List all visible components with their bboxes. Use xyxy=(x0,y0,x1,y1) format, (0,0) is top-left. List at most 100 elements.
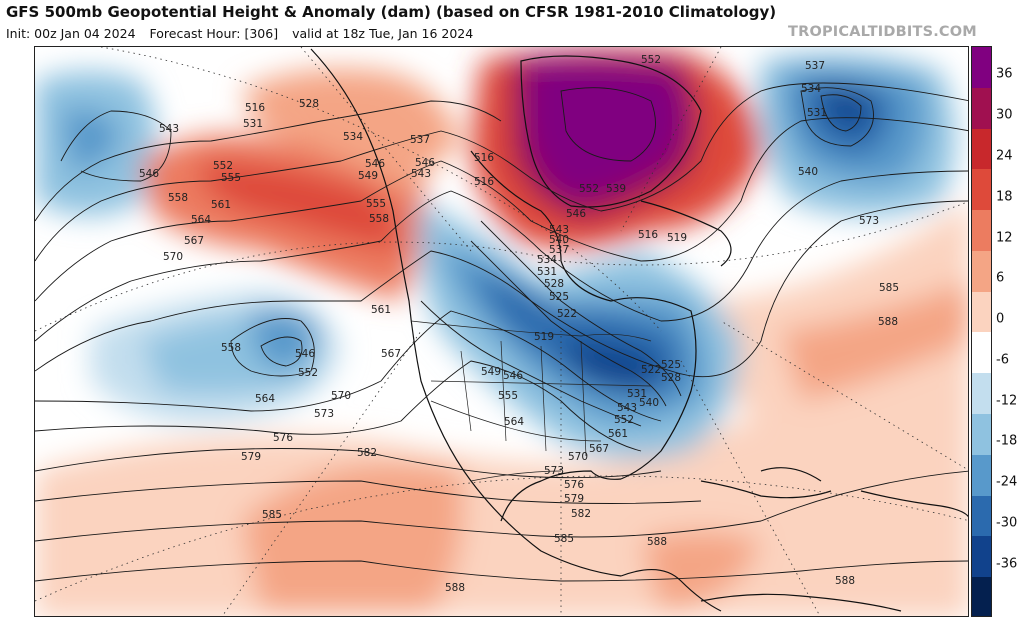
colorbar-tick-label: 24 xyxy=(996,148,1013,164)
contour-label: 561 xyxy=(608,428,628,440)
contour-label: 528 xyxy=(299,98,319,110)
colorbar-segment xyxy=(972,495,991,537)
contour-label: 531 xyxy=(807,107,827,119)
contour-label: 558 xyxy=(168,192,188,204)
contour-label: 546 xyxy=(295,348,315,360)
colorbar-tick-label: -6 xyxy=(996,352,1009,368)
contour-label: 573 xyxy=(544,465,564,477)
contour-label: 564 xyxy=(504,416,524,428)
colorbar-tick-label: -18 xyxy=(996,433,1018,449)
contour-label: 516 xyxy=(245,102,265,114)
contour-label: 588 xyxy=(445,582,465,594)
anomaly-shading xyxy=(35,47,968,616)
contour-label: 552 xyxy=(579,183,599,195)
graticule xyxy=(35,47,968,616)
colorbar-segment xyxy=(972,128,991,170)
contour-label: 546 xyxy=(415,157,435,169)
contour-label: 588 xyxy=(647,536,667,548)
colorbar-tick-label: -36 xyxy=(996,556,1018,572)
contour-label: 561 xyxy=(371,304,391,316)
colorbar-segment xyxy=(972,332,991,374)
contour-label: 555 xyxy=(221,172,241,184)
colorbar-tick-label: 36 xyxy=(996,66,1013,82)
contour-label: 537 xyxy=(410,134,430,146)
colorbar-segment xyxy=(972,536,991,578)
colorbar-segment xyxy=(972,210,991,251)
colorbar-segment xyxy=(972,250,991,292)
contour-label: 570 xyxy=(163,251,183,263)
colorbar-segment xyxy=(972,47,991,88)
contour-label: 516 xyxy=(474,152,494,164)
anomaly-map[interactable]: 516 528 531 543 546 552 555 558 561 564 567 570 534 5… xyxy=(34,46,969,617)
contour-label: 516 xyxy=(474,176,494,188)
contour-label: 528 xyxy=(544,278,564,290)
site-credit: TROPICALTIDBITS.COM xyxy=(788,24,977,40)
contour-label: 543 xyxy=(159,123,179,135)
height-contours xyxy=(35,82,968,582)
contour-label: 531 xyxy=(243,118,263,130)
map-title: GFS 500mb Geopotential Height & Anomaly … xyxy=(6,3,777,21)
colorbar-segment xyxy=(972,414,991,455)
contour-label: 564 xyxy=(191,214,211,226)
contour-label: 552 xyxy=(614,414,634,426)
contour-label: 543 xyxy=(411,168,431,180)
contour-label: 579 xyxy=(241,451,261,463)
contour-label: 558 xyxy=(369,213,389,225)
contour-label: 525 xyxy=(549,291,569,303)
contour-label: 552 xyxy=(298,367,318,379)
contour-label: 552 xyxy=(641,54,661,66)
colorbar-segment xyxy=(972,454,991,496)
contour-label: 585 xyxy=(879,282,899,294)
contour-label: 540 xyxy=(798,166,818,178)
contour-label: 579 xyxy=(564,493,584,505)
contour-label: 585 xyxy=(554,533,574,545)
contour-label: 537 xyxy=(549,244,569,256)
contour-label: 522 xyxy=(641,364,661,376)
contour-label: 543 xyxy=(549,224,569,236)
colorbar-tick-label: 12 xyxy=(996,230,1013,246)
colorbar-segment xyxy=(972,291,991,333)
contour-label: 540 xyxy=(549,234,569,246)
contour-label: 567 xyxy=(381,348,401,360)
init-time: Init: 00z Jan 04 2024 xyxy=(6,26,136,41)
contour-label: 519 xyxy=(534,331,554,343)
contour-label: 528 xyxy=(661,372,681,384)
contour-label: 576 xyxy=(564,479,584,491)
colorbar-tick-label: 6 xyxy=(996,270,1005,286)
contour-label: 543 xyxy=(617,402,637,414)
anomaly-colorbar xyxy=(971,46,992,617)
colorbar-segment xyxy=(972,373,991,415)
contour-label: 549 xyxy=(481,366,501,378)
contour-label: 549 xyxy=(358,170,378,182)
coastlines xyxy=(310,48,968,612)
contour-label: 552 xyxy=(213,160,233,172)
contour-label: 516 xyxy=(638,229,658,241)
colorbar-segment xyxy=(972,87,991,129)
contour-label: 570 xyxy=(331,390,351,402)
colorbar-segment xyxy=(972,169,991,211)
contour-label: 582 xyxy=(571,508,591,520)
contour-label: 561 xyxy=(211,199,231,211)
colorbar-tick-label: -24 xyxy=(996,474,1018,490)
contour-label: 522 xyxy=(557,308,577,320)
contour-label: 546 xyxy=(566,208,586,220)
contour-label: 567 xyxy=(184,235,204,247)
map-subtitle: Init: 00z Jan 04 2024 Forecast Hour: [30… xyxy=(6,26,483,41)
contour-label: 531 xyxy=(537,266,557,278)
contour-label: 534 xyxy=(801,83,821,95)
contour-label: 555 xyxy=(498,390,518,402)
colorbar-tick-label: -30 xyxy=(996,515,1018,531)
contour-label: 588 xyxy=(878,316,898,328)
colorbar-segment xyxy=(972,577,991,616)
contour-label: 555 xyxy=(366,198,386,210)
valid-time: valid at 18z Tue, Jan 16 2024 xyxy=(292,26,474,41)
colorbar-tick-label: -12 xyxy=(996,393,1018,409)
political-borders xyxy=(410,320,652,482)
contour-label: 546 xyxy=(365,158,385,170)
contour-label: 539 xyxy=(606,183,626,195)
contour-label: 567 xyxy=(589,443,609,455)
contour-label: 531 xyxy=(627,388,647,400)
forecast-hour: Forecast Hour: [306] xyxy=(149,26,279,41)
contour-label: 519 xyxy=(667,232,687,244)
